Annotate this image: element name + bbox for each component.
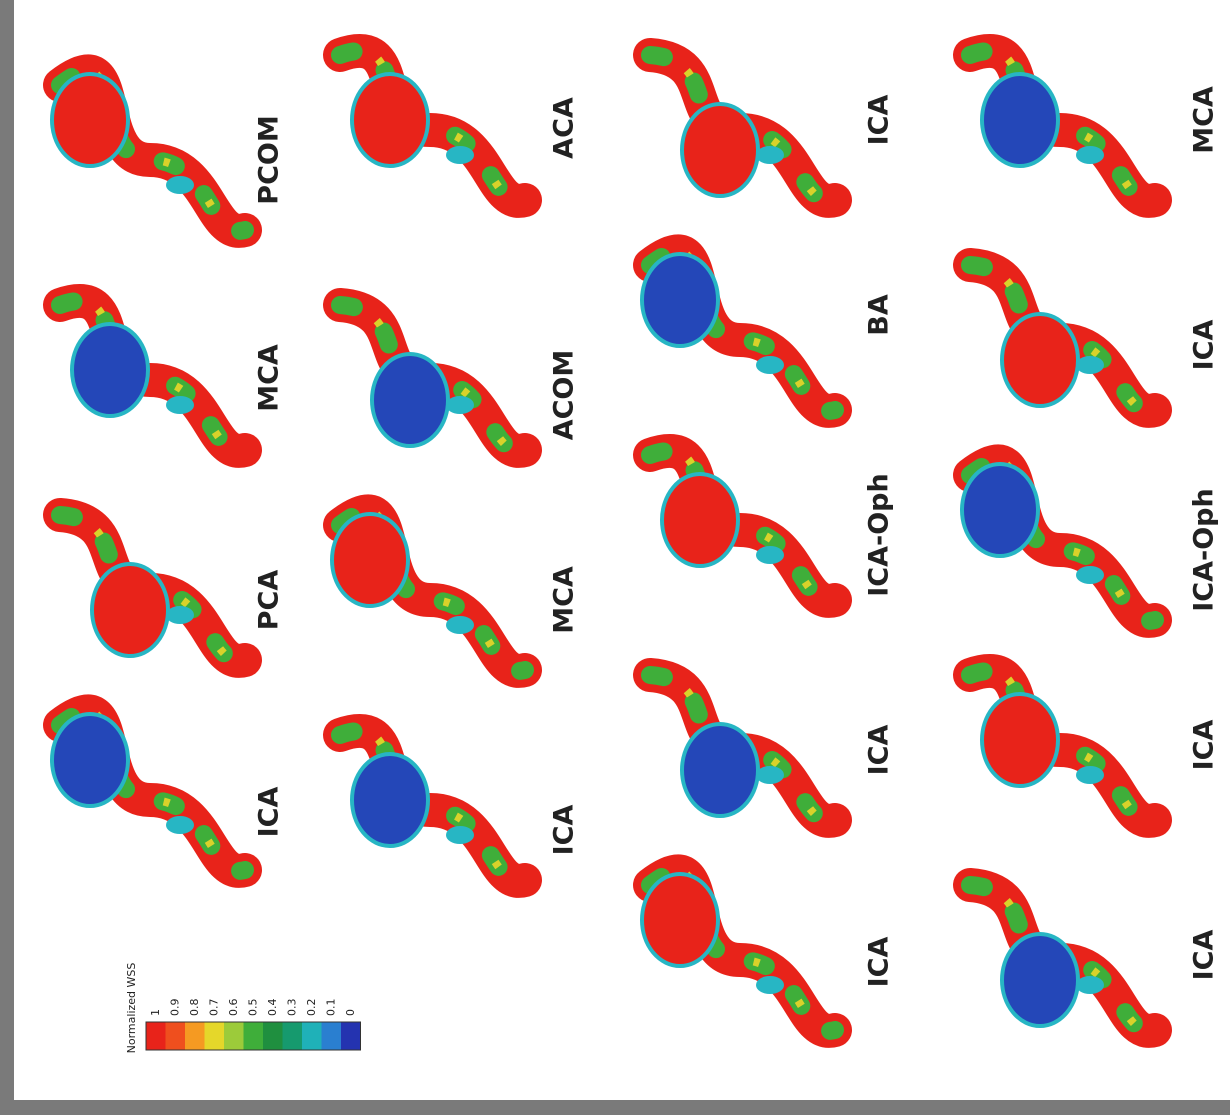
colorbar-swatch bbox=[185, 1022, 205, 1050]
colorbar-title: Normalized WSS bbox=[125, 963, 138, 1054]
wss-patch bbox=[756, 766, 784, 784]
aneurysm bbox=[52, 714, 128, 806]
panel-label: ICA bbox=[549, 805, 580, 856]
colorbar-label: 0.4 bbox=[266, 999, 279, 1017]
wss-patch bbox=[756, 146, 784, 164]
wss-patch bbox=[1076, 566, 1104, 584]
panel-label: ICA bbox=[1189, 720, 1220, 771]
panel-label: MCA bbox=[254, 344, 285, 412]
aneurysm bbox=[662, 474, 738, 566]
colorbar-label: 0.7 bbox=[207, 999, 220, 1017]
colorbar-swatch bbox=[166, 1022, 186, 1050]
colorbar-swatch bbox=[263, 1022, 283, 1050]
wss-patch bbox=[446, 146, 474, 164]
colorbar-label: 0.1 bbox=[324, 999, 337, 1017]
wss-patch bbox=[756, 976, 784, 994]
colorbar-label: 0.9 bbox=[168, 999, 181, 1017]
panel-label: ACA bbox=[549, 97, 580, 159]
aneurysm bbox=[332, 514, 408, 606]
wss-patch bbox=[1076, 766, 1104, 784]
wss-patch bbox=[166, 176, 194, 194]
panel-label: ACOM bbox=[549, 350, 580, 441]
panel-label: BA bbox=[864, 294, 895, 336]
aneurysm bbox=[372, 354, 448, 446]
wss-patch bbox=[166, 606, 194, 624]
colorbar-label: 0 bbox=[344, 1009, 357, 1016]
colorbar-swatch bbox=[302, 1022, 322, 1050]
aneurysm bbox=[1002, 934, 1078, 1026]
panel-label: MCA bbox=[549, 566, 580, 634]
aneurysm bbox=[682, 724, 758, 816]
aneurysm bbox=[982, 694, 1058, 786]
colorbar-swatch bbox=[146, 1022, 166, 1050]
colorbar-swatch bbox=[283, 1022, 303, 1050]
aneurysm bbox=[352, 74, 428, 166]
colorbar-swatch bbox=[205, 1022, 225, 1050]
aneurysm bbox=[962, 464, 1038, 556]
figure: PCOM MCA PCA ICA ACA ACOM MCA ICA ICA BA ICA-Oph IC… bbox=[0, 0, 1230, 1115]
page: PCOM MCA PCA ICA ACA ACOM MCA ICA ICA BA ICA-Oph IC… bbox=[0, 0, 1230, 1115]
panel-label: PCOM bbox=[254, 115, 285, 204]
wss-patch bbox=[166, 816, 194, 834]
aneurysm bbox=[1002, 314, 1078, 406]
aneurysm bbox=[642, 254, 718, 346]
wss-patch bbox=[1076, 146, 1104, 164]
panel-label: ICA bbox=[1189, 320, 1220, 371]
colorbar-label: 0.3 bbox=[285, 999, 298, 1017]
aneurysm bbox=[52, 74, 128, 166]
panel-label: ICA-Oph bbox=[864, 473, 895, 596]
colorbar-label: 0.2 bbox=[305, 999, 318, 1017]
colorbar-swatch bbox=[224, 1022, 244, 1050]
wss-patch bbox=[756, 546, 784, 564]
colorbar-label: 0.5 bbox=[246, 999, 259, 1017]
colorbar-label: 1 bbox=[149, 1009, 162, 1016]
aneurysm bbox=[982, 74, 1058, 166]
aneurysm bbox=[352, 754, 428, 846]
wss-patch bbox=[446, 826, 474, 844]
wss-patch bbox=[446, 396, 474, 414]
aneurysm bbox=[72, 324, 148, 416]
wss-patch bbox=[1076, 356, 1104, 374]
panel-label: ICA bbox=[864, 95, 895, 146]
panel-label: MCA bbox=[1189, 86, 1220, 154]
panel-label: ICA bbox=[864, 937, 895, 988]
aneurysm bbox=[92, 564, 168, 656]
panel-label: ICA-Oph bbox=[1189, 488, 1220, 611]
panel-label: ICA bbox=[864, 725, 895, 776]
colorbar-label: 0.8 bbox=[188, 999, 201, 1017]
colorbar-swatch bbox=[341, 1022, 361, 1050]
aneurysm bbox=[682, 104, 758, 196]
wss-patch bbox=[166, 396, 194, 414]
wss-patch bbox=[756, 356, 784, 374]
wss-patch bbox=[1076, 976, 1104, 994]
wss-patch bbox=[446, 616, 474, 634]
colorbar-swatch bbox=[322, 1022, 342, 1050]
aneurysm bbox=[642, 874, 718, 966]
panel-label: ICA bbox=[1189, 930, 1220, 981]
panel-label: ICA bbox=[254, 787, 285, 838]
colorbar-label: 0.6 bbox=[227, 999, 240, 1017]
panel-label: PCA bbox=[254, 570, 285, 631]
colorbar-swatch bbox=[244, 1022, 264, 1050]
